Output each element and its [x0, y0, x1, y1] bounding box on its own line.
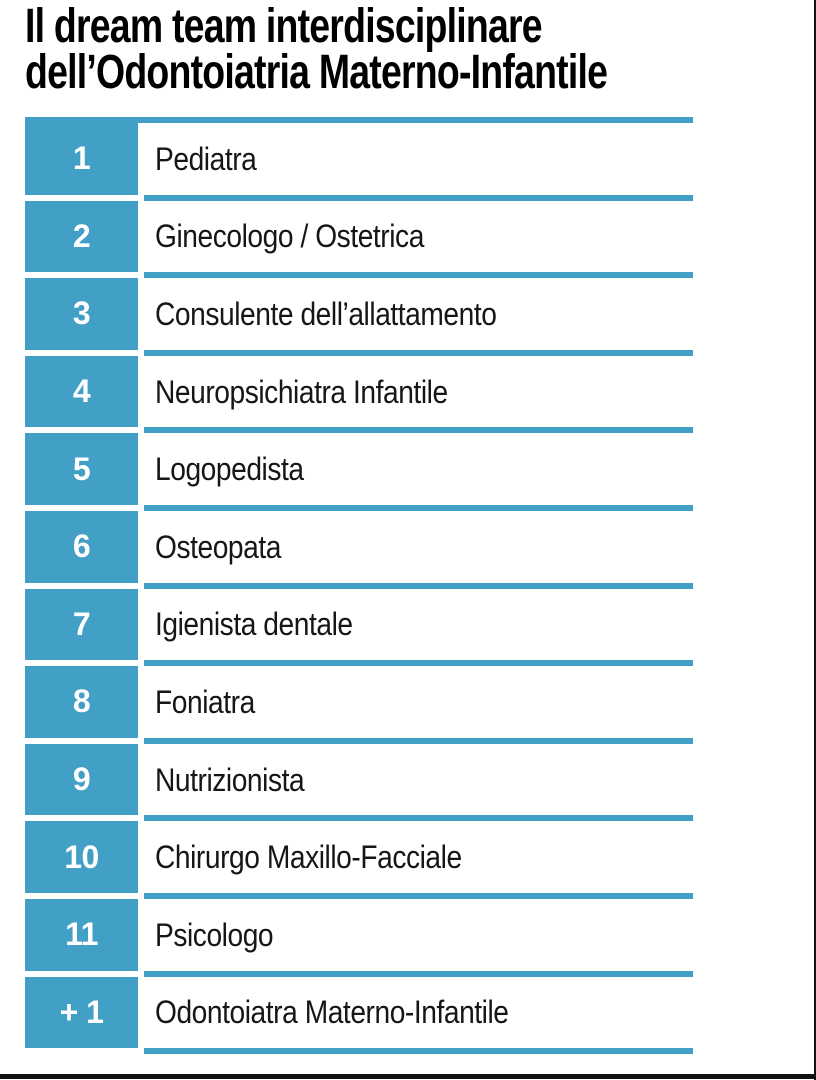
column-gap — [138, 743, 144, 822]
row-number: 1 — [72, 140, 91, 177]
row-number-cell: 5 — [25, 433, 138, 505]
page-title-line-1: Il dream team interdisciplinare — [25, 0, 543, 53]
row-label-cell: Chirurgo Maxillo-Facciale — [144, 821, 693, 899]
table-row: 4 Neuropsichiatra Infantile — [25, 355, 693, 434]
column-gap — [138, 976, 144, 1055]
row-label: Chirurgo Maxillo-Facciale — [155, 839, 462, 876]
column-gap — [138, 510, 144, 589]
row-label-cell: Igienista dentale — [144, 589, 693, 667]
row-number-cell: 6 — [25, 510, 138, 583]
row-label: Ginecologo / Ostetrica — [155, 218, 424, 255]
table-row: 11 Psicologo — [25, 898, 693, 977]
row-number-cell: 2 — [25, 200, 138, 273]
column-gap — [138, 666, 144, 744]
table-row: 2 Ginecologo / Ostetrica — [25, 200, 693, 279]
row-label: Neuropsichiatra Infantile — [155, 373, 448, 410]
table-row: 9 Nutrizionista — [25, 743, 693, 822]
column-gap — [138, 433, 144, 511]
row-number: 8 — [72, 683, 91, 720]
page-right-edge — [814, 0, 816, 1080]
column-gap — [138, 200, 144, 279]
table-top-rule — [25, 117, 693, 123]
row-number: 3 — [72, 295, 91, 332]
row-number: 7 — [72, 605, 91, 642]
row-label-cell: Odontoiatra Materno-Infantile — [144, 977, 693, 1055]
page-bottom-edge — [0, 1074, 816, 1079]
row-label-cell: Foniatra — [144, 666, 693, 744]
row-label: Psicologo — [155, 916, 274, 953]
row-number-cell: 4 — [25, 355, 138, 428]
row-label-cell: Neuropsichiatra Infantile — [144, 356, 693, 434]
team-table: 1 Pediatra 2 Ginecologo / Ostetrica 3 Co… — [25, 117, 693, 1055]
table-row: 6 Osteopata — [25, 510, 693, 589]
table-row: 7 Igienista dentale — [25, 588, 693, 667]
row-label: Logopedista — [155, 451, 304, 488]
row-label: Foniatra — [155, 683, 255, 720]
row-label-cell: Ginecologo / Ostetrica — [144, 201, 693, 279]
row-number-cell: 7 — [25, 588, 138, 661]
row-number: 6 — [72, 528, 91, 565]
row-label-cell: Nutrizionista — [144, 744, 693, 822]
row-label: Osteopata — [155, 528, 281, 565]
row-number-cell: 11 — [25, 898, 138, 971]
row-number-cell: 10 — [25, 821, 138, 893]
page-title: Il dream team interdisciplinare dell’Odo… — [25, 0, 805, 99]
row-number: 10 — [64, 838, 99, 875]
row-number-cell: 9 — [25, 743, 138, 816]
row-number: 11 — [65, 916, 98, 953]
table-row: 1 Pediatra — [25, 123, 693, 201]
table-row: 5 Logopedista — [25, 433, 693, 511]
row-number-cell: 1 — [25, 123, 138, 195]
row-number-cell: 3 — [25, 278, 138, 350]
table-row: + 1 Odontoiatra Materno-Infantile — [25, 976, 693, 1055]
row-label-cell: Psicologo — [144, 899, 693, 977]
column-gap — [138, 821, 144, 899]
row-number: 4 — [72, 373, 91, 410]
row-number-cell: 8 — [25, 666, 138, 738]
column-gap — [138, 898, 144, 977]
row-number: 5 — [72, 450, 91, 487]
row-label: Nutrizionista — [155, 761, 305, 798]
column-gap — [138, 123, 144, 201]
column-gap — [138, 588, 144, 667]
row-label: Consulente dell’allattamento — [155, 295, 497, 332]
row-number: 9 — [72, 761, 91, 798]
row-label: Igienista dentale — [155, 606, 353, 643]
table-row: 3 Consulente dell’allattamento — [25, 278, 693, 356]
table-row: 8 Foniatra — [25, 666, 693, 744]
row-label: Odontoiatra Materno-Infantile — [155, 994, 509, 1031]
row-label-cell: Consulente dell’allattamento — [144, 278, 693, 356]
table-row: 10 Chirurgo Maxillo-Facciale — [25, 821, 693, 899]
column-gap — [138, 355, 144, 434]
row-number: + 1 — [59, 993, 104, 1030]
team-table-rows: 1 Pediatra 2 Ginecologo / Ostetrica 3 Co… — [25, 123, 693, 1055]
row-number-cell: + 1 — [25, 976, 138, 1049]
row-label-cell: Osteopata — [144, 511, 693, 589]
row-label-cell: Pediatra — [144, 123, 693, 201]
row-number: 2 — [72, 217, 91, 254]
row-label-cell: Logopedista — [144, 433, 693, 511]
column-gap — [138, 278, 144, 356]
page-title-line-2: dell’Odontoiatria Materno-Infantile — [25, 46, 608, 99]
row-label: Pediatra — [155, 140, 257, 177]
